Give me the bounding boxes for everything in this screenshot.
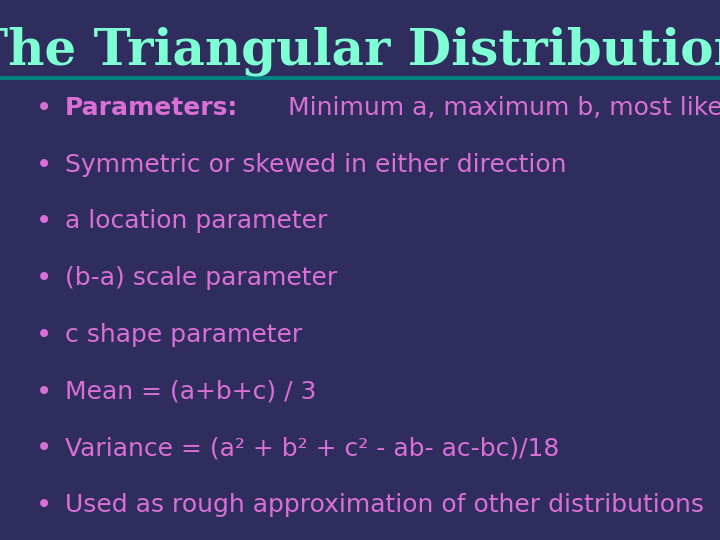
Text: Parameters:: Parameters: [65,96,238,120]
Text: •: • [36,321,53,349]
Text: •: • [36,434,53,462]
Text: •: • [36,264,53,292]
Text: Variance = (a² + b² + c² - ab- ac-bc)/18: Variance = (a² + b² + c² - ab- ac-bc)/18 [65,436,559,460]
Text: •: • [36,491,53,519]
Text: Used as rough approximation of other distributions: Used as rough approximation of other dis… [65,493,703,517]
Text: The Triangular Distribution: The Triangular Distribution [0,27,720,77]
Text: Symmetric or skewed in either direction: Symmetric or skewed in either direction [65,153,567,177]
Text: (b-a) scale parameter: (b-a) scale parameter [65,266,337,290]
Text: c shape parameter: c shape parameter [65,323,302,347]
Text: a location parameter: a location parameter [65,210,327,233]
Text: Mean = (a+b+c) / 3: Mean = (a+b+c) / 3 [65,380,316,403]
Text: •: • [36,207,53,235]
Text: •: • [36,377,53,406]
Text: •: • [36,94,53,122]
Text: Minimum a, maximum b, most likely c: Minimum a, maximum b, most likely c [288,96,720,120]
Text: •: • [36,151,53,179]
